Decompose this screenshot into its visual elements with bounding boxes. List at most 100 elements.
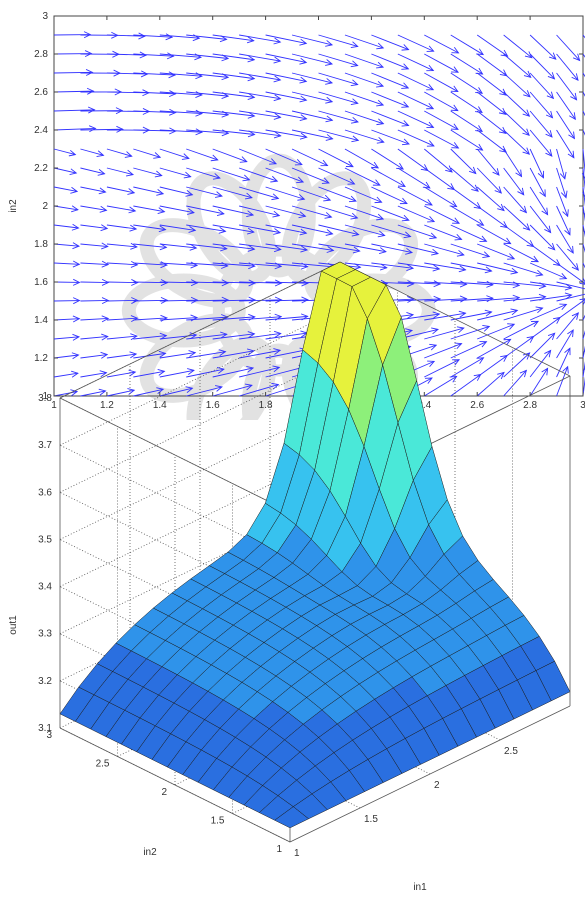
vector-arrow (344, 243, 386, 253)
vector-arrowhead (248, 296, 257, 304)
vector-arrow (159, 387, 193, 397)
vector-arrow (397, 167, 431, 189)
vector-arrowhead (273, 37, 282, 45)
vector-arrow (477, 309, 518, 321)
vector-arrow (159, 243, 197, 249)
vector-arrowhead (130, 260, 139, 268)
vector-arrow (239, 72, 281, 81)
vector-arrow (424, 91, 459, 111)
vector-arrow (503, 110, 530, 136)
watermark-petal (139, 218, 254, 308)
surface-mesh (59, 261, 571, 829)
vector-arrow (476, 129, 507, 153)
vector-arrowhead (131, 297, 139, 304)
vector-arrowhead (396, 162, 405, 170)
vector-arrowhead (157, 207, 166, 215)
vector-arrowhead (351, 135, 360, 143)
vector-arrowhead (273, 245, 282, 253)
z-tick-label: 3.4 (38, 582, 52, 593)
vector-arrowhead (189, 243, 198, 251)
vector-arrow (424, 148, 453, 173)
vector-arrowhead (183, 171, 192, 179)
vector-arrowhead (449, 200, 458, 208)
vector-arrowhead (87, 106, 96, 114)
vector-arrow (106, 72, 148, 75)
vector-arrowhead (522, 223, 531, 231)
vector-arrowhead (274, 296, 283, 304)
vector-arrow (291, 34, 333, 46)
vector-arrowhead (526, 240, 535, 248)
vector-arrow (450, 205, 484, 226)
vector-arrow (239, 281, 282, 284)
vector-arrowhead (535, 306, 544, 314)
vector-arrow (291, 224, 333, 235)
vector-arrow (265, 281, 308, 284)
vector-arrow (133, 167, 162, 177)
vector-arrow (397, 298, 441, 302)
vector-arrowhead (559, 273, 568, 280)
vector-arrow (529, 34, 557, 60)
x-tick-label: 3 (580, 400, 585, 411)
vector-arrowhead (97, 168, 106, 176)
vector-arrowhead (239, 156, 248, 163)
vector-arrow (424, 359, 460, 378)
vector-arrowhead (325, 40, 334, 47)
vector-arrow (106, 224, 137, 230)
vector-arrowhead (562, 209, 569, 218)
vector-arrowhead (160, 296, 169, 304)
vector-arrow (239, 349, 281, 359)
x-tick-label: 2.5 (504, 746, 518, 757)
vector-arrow (53, 318, 80, 321)
vector-arrowhead (272, 210, 281, 218)
vector-arrow (318, 129, 359, 141)
vector-arrowhead (160, 279, 169, 287)
vector-arrow (291, 110, 333, 121)
z-tick-label: 3.1 (38, 723, 52, 734)
vector-arrow (133, 299, 168, 302)
surface-ticks: 3.13.23.33.43.53.63.73.811.522.5311.522.… (38, 393, 518, 859)
vector-arrow (450, 224, 487, 242)
vector-arrow (239, 34, 281, 43)
vector-arrow (265, 262, 308, 268)
vector-arrow (529, 332, 556, 359)
vector-arrow (186, 316, 228, 321)
vector-arrow (344, 72, 384, 87)
vector-arrow (265, 129, 307, 138)
vector-arrow (265, 72, 307, 82)
vector-arrowhead (325, 115, 334, 123)
vector-arrow (477, 281, 520, 286)
vector-arrowhead (458, 265, 467, 273)
vector-arrowhead (98, 388, 107, 396)
vector-arrow (106, 317, 138, 321)
vector-arrow (106, 53, 147, 56)
vector-arrow (397, 313, 440, 321)
vector-arrowhead (325, 78, 334, 85)
watermark-petal (186, 335, 277, 420)
vector-arrow (292, 262, 335, 268)
vector-arrowhead (371, 161, 380, 169)
vector-arrow (159, 281, 198, 284)
vector-arrowhead (424, 199, 433, 206)
vector-arrowhead (454, 342, 463, 350)
vector-arrowhead (522, 147, 531, 155)
vector-arrow (476, 34, 508, 57)
vector-arrowhead (72, 315, 81, 323)
vector-arrow (159, 224, 196, 231)
vector-arrowhead (499, 145, 508, 153)
vector-arrowhead (128, 369, 137, 377)
vector-arrowhead (424, 377, 433, 384)
vector-arrow (503, 370, 527, 397)
vector-arrowhead (499, 88, 508, 96)
vector-arrowhead (524, 51, 533, 59)
vector-arrowhead (242, 174, 251, 182)
vector-arrowhead (71, 223, 80, 231)
vector-arrow (291, 243, 334, 251)
vector-arrow (133, 388, 164, 397)
vector-arrow (556, 329, 574, 359)
vector-arrow (291, 205, 332, 218)
vector-arrow (80, 354, 108, 359)
vector-arrow (529, 129, 553, 157)
vector-arrowhead (405, 247, 414, 255)
vector-arrowhead (69, 168, 78, 176)
vector-arrow (397, 186, 433, 206)
